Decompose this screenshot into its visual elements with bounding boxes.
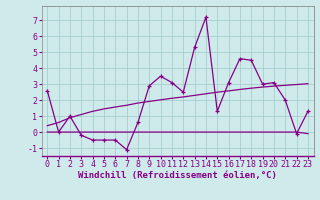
X-axis label: Windchill (Refroidissement éolien,°C): Windchill (Refroidissement éolien,°C) — [78, 171, 277, 180]
